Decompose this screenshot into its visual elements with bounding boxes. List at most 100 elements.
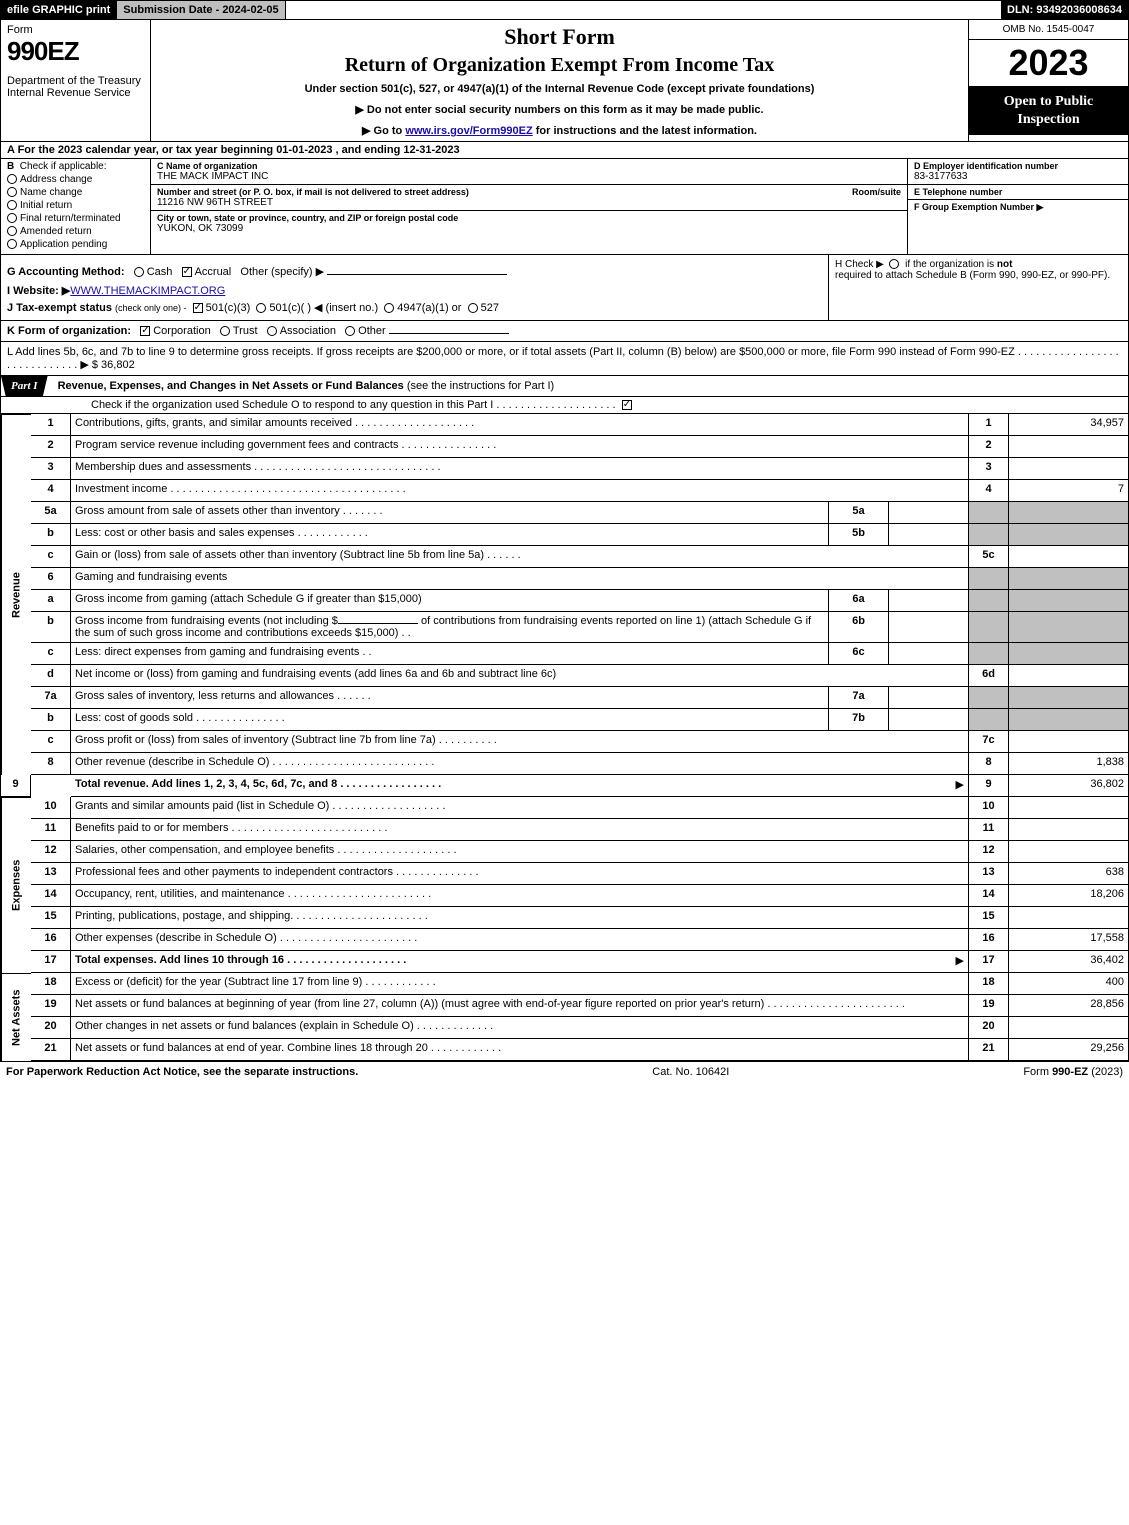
chk-501c[interactable] [256,303,266,313]
chk-527[interactable] [468,303,478,313]
chk-association[interactable] [267,326,277,336]
radio-accrual[interactable] [182,267,192,277]
footer-cat: Cat. No. 10642I [652,1066,729,1078]
desc-5a: Gross amount from sale of assets other t… [71,502,829,524]
rn-15: 15 [969,907,1009,929]
form-header: Form 990EZ Department of the Treasury In… [0,20,1129,142]
chk-application-pending[interactable]: Application pending [7,239,144,250]
page-footer: For Paperwork Reduction Act Notice, see … [0,1061,1129,1082]
desc-8: Other revenue (describe in Schedule O) .… [71,753,969,775]
chk-corporation[interactable] [140,326,150,336]
chk-name-change[interactable]: Name change [7,187,144,198]
arrow-icon: ▶ [956,778,964,791]
rn-10: 10 [969,797,1009,819]
amt-7a-gray [1009,687,1129,709]
rn-5b-gray [969,524,1009,546]
other-specify-input[interactable] [327,274,507,275]
sn-6a: 6a [829,590,889,612]
form-label: Form [7,24,144,36]
rn-17: 17 [969,951,1009,973]
chk-initial-return[interactable]: Initial return [7,200,144,211]
goto-instruction: ▶ Go to www.irs.gov/Form990EZ for instru… [157,124,962,137]
chk-final-return[interactable]: Final return/terminated [7,213,144,224]
chk-501c3[interactable] [193,303,203,313]
chk-4947[interactable] [384,303,394,313]
ln-11: 11 [31,819,71,841]
ln-6b: b [31,612,71,643]
ln-10: 10 [31,797,71,819]
desc-19: Net assets or fund balances at beginning… [71,995,969,1017]
ln-3: 3 [31,458,71,480]
footer-right: Form 990-EZ (2023) [1023,1066,1123,1078]
ln-5b: b [31,524,71,546]
gross-receipts: 36,802 [101,359,135,371]
sv-7b [889,709,969,731]
desc-17: Total expenses. Add lines 10 through 16 … [71,951,969,973]
rn-5c: 5c [969,546,1009,568]
rn-18: 18 [969,973,1009,995]
amt-17: 36,402 [1009,951,1129,973]
group-exemption-row: F Group Exemption Number ▶ [908,200,1128,215]
sn-7a: 7a [829,687,889,709]
org-addr: 11216 NW 96TH STREET [157,197,901,208]
amt-9: 36,802 [1009,775,1129,797]
chk-amended-return[interactable]: Amended return [7,226,144,237]
radio-cash[interactable] [134,267,144,277]
dln: DLN: 93492036008634 [1001,1,1128,19]
other-org-input[interactable] [389,333,509,334]
column-b: B Check if applicable: Address change Na… [1,159,151,254]
desc-1: Contributions, gifts, grants, and simila… [71,414,969,436]
desc-6c: Less: direct expenses from gaming and fu… [71,643,829,665]
amt-20 [1009,1017,1129,1039]
ln-15: 15 [31,907,71,929]
sn-5b: 5b [829,524,889,546]
chk-trust[interactable] [220,326,230,336]
line-j: J Tax-exempt status (check only one) - 5… [7,301,822,314]
amt-13: 638 [1009,863,1129,885]
desc-4: Investment income . . . . . . . . . . . … [71,480,969,502]
rn-6a-gray [969,590,1009,612]
amt-16: 17,558 [1009,929,1129,951]
org-city-row: City or town, state or province, country… [151,211,907,236]
chk-h[interactable] [889,259,899,269]
no-ssn-instruction: ▶ Do not enter social security numbers o… [157,103,962,116]
chk-other-org[interactable] [345,326,355,336]
desc-6d: Net income or (loss) from gaming and fun… [71,665,969,687]
ein-row: D Employer identification number 83-3177… [908,159,1128,185]
ln-4: 4 [31,480,71,502]
line-g: G Accounting Method: Cash Accrual Other … [7,265,822,278]
sn-7b: 7b [829,709,889,731]
amt-6c-gray [1009,643,1129,665]
rn-19: 19 [969,995,1009,1017]
ln-7b: b [31,709,71,731]
arrow-icon: ▶ [956,954,964,967]
amt-3 [1009,458,1129,480]
irs-label: Internal Revenue Service [7,87,144,99]
chk-address-change[interactable]: Address change [7,174,144,185]
return-title: Return of Organization Exempt From Incom… [157,54,962,77]
website-link[interactable]: WWW.THEMACKIMPACT.ORG [70,285,225,297]
amt-2 [1009,436,1129,458]
rn-14: 14 [969,885,1009,907]
department: Department of the Treasury [7,75,144,87]
rn-7a-gray [969,687,1009,709]
expenses-vlabel: Expenses [1,797,31,973]
part1-header: Part I Revenue, Expenses, and Changes in… [0,376,1129,397]
irs-link[interactable]: www.irs.gov/Form990EZ [405,125,532,137]
column-de: D Employer identification number 83-3177… [908,159,1128,254]
ln-16: 16 [31,929,71,951]
phone-label: E Telephone number [914,187,1122,197]
desc-9: Total revenue. Add lines 1, 2, 3, 4, 5c,… [71,775,969,797]
ln-14: 14 [31,885,71,907]
amt-7c [1009,731,1129,753]
rn-6b-gray [969,612,1009,643]
org-addr-label: Number and street (or P. O. box, if mail… [157,187,901,197]
chk-schedule-o[interactable] [622,400,632,410]
desc-20: Other changes in net assets or fund bala… [71,1017,969,1039]
footer-left: For Paperwork Reduction Act Notice, see … [6,1066,358,1078]
sn-5a: 5a [829,502,889,524]
org-name-row: C Name of organization THE MACK IMPACT I… [151,159,907,185]
header-center: Short Form Return of Organization Exempt… [151,20,968,141]
goto-tail: for instructions and the latest informat… [533,125,757,137]
6b-amount-input[interactable] [338,623,418,624]
